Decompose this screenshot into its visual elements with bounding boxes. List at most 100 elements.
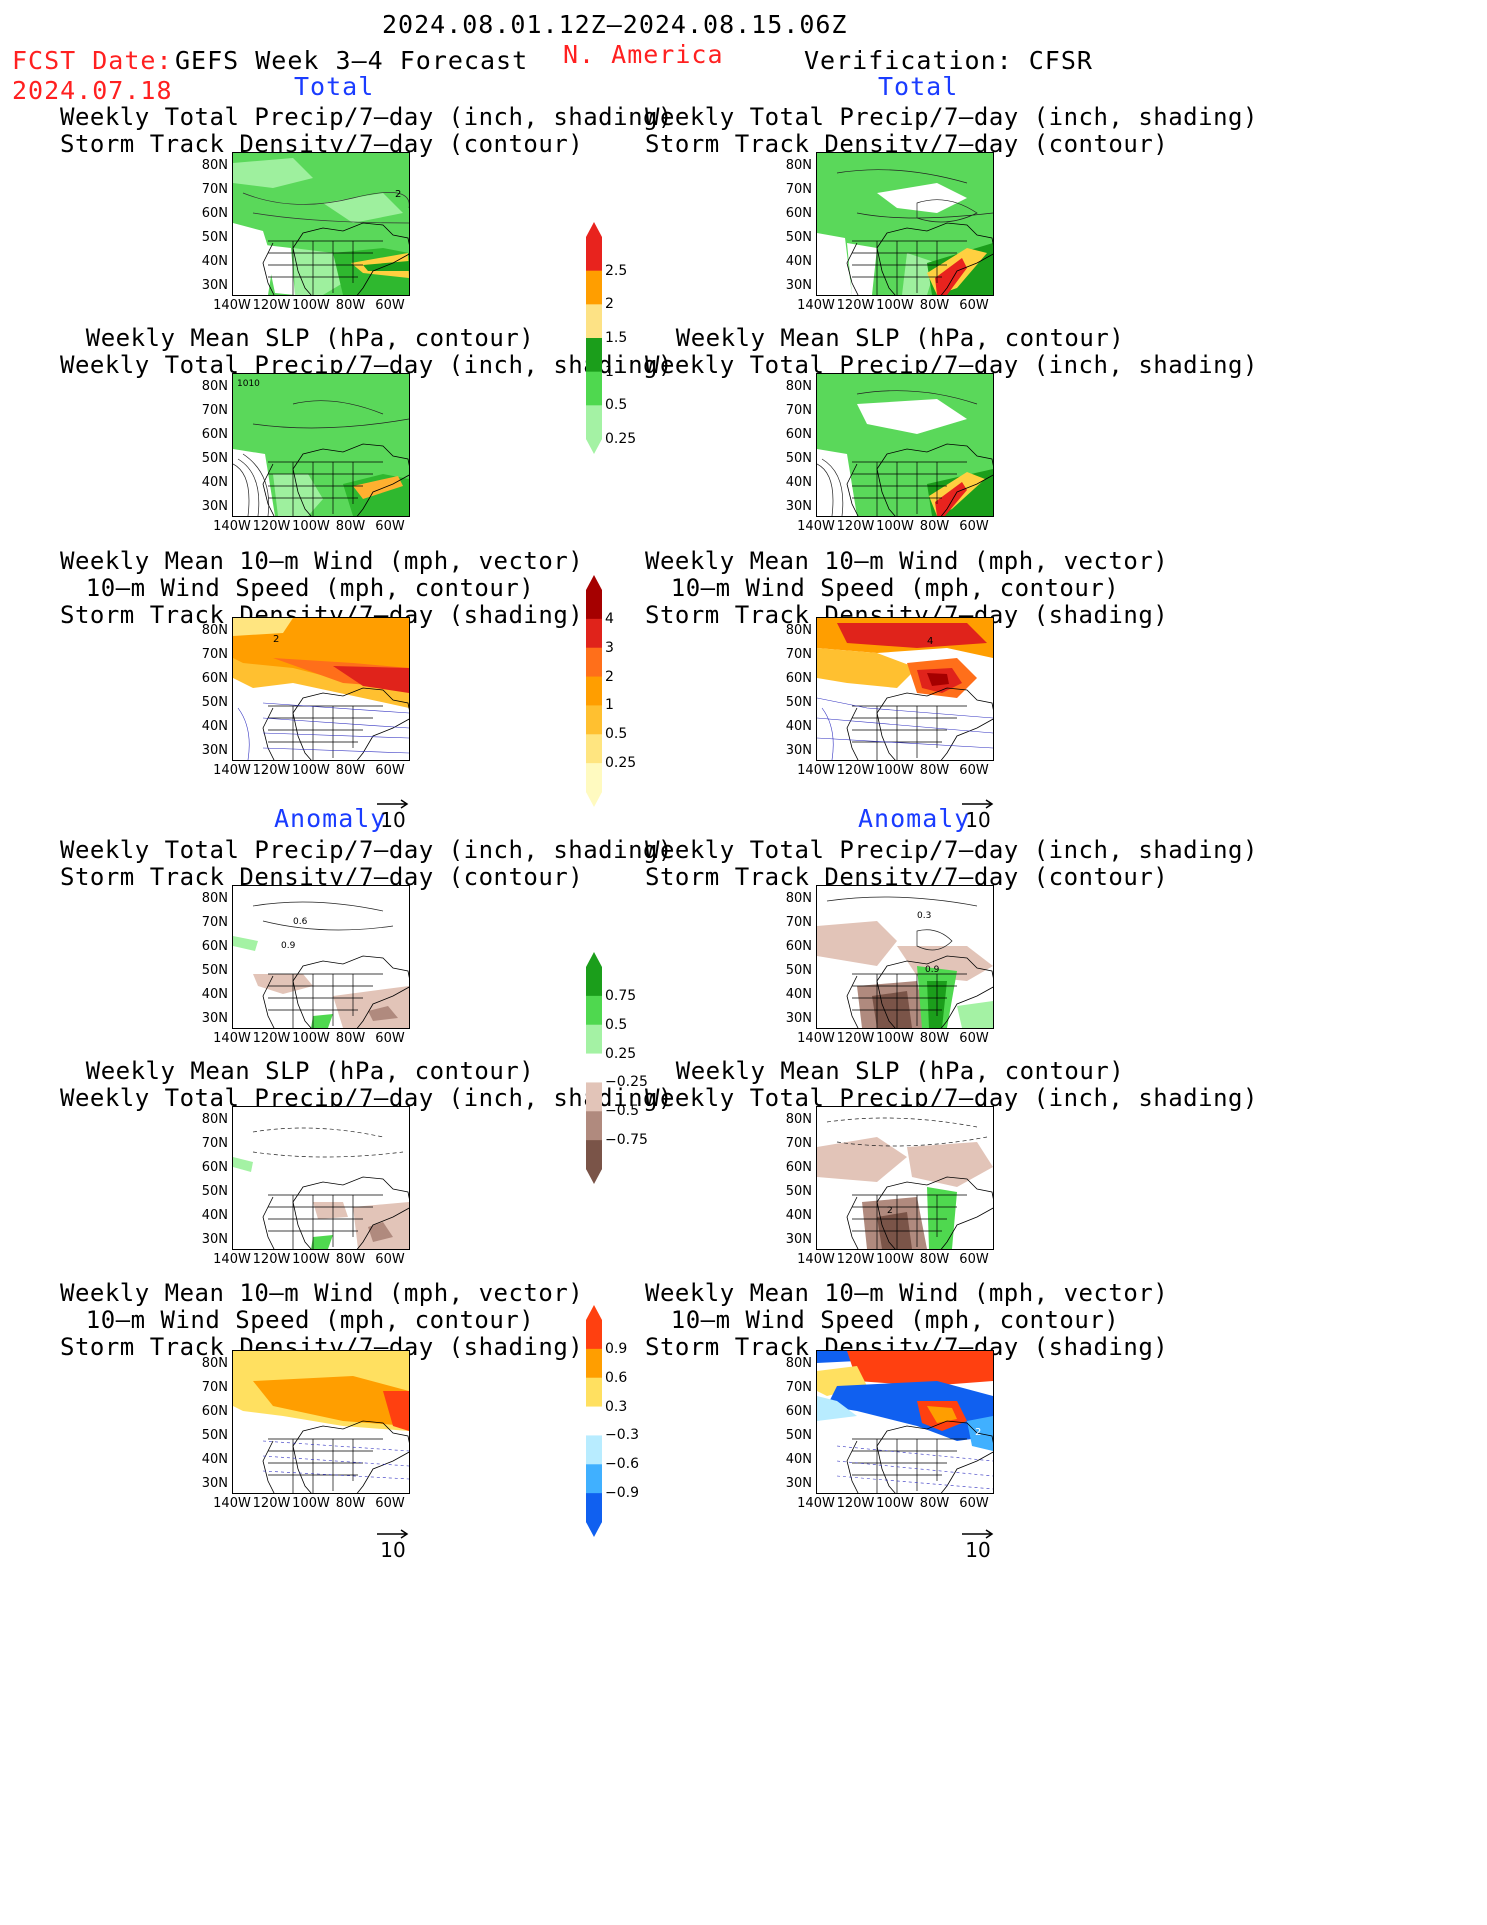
lon-tick-label: 80W xyxy=(919,519,950,534)
lon-tick-label: 140W xyxy=(213,763,251,778)
lon-tick-label: 120W xyxy=(836,1031,875,1046)
lat-tick-label: 30N xyxy=(785,278,812,293)
lat-tick-label: 80N xyxy=(785,158,812,173)
lon-tick-label: 80W xyxy=(919,298,950,313)
lat-tick-label: 80N xyxy=(201,1112,228,1127)
colorbar-label: 0.3 xyxy=(605,1398,628,1415)
lon-tick-label: 100W xyxy=(292,763,330,778)
colorbar-precip-anom: 0.75 0.5 0.25 −0.25 −0.5 −0.75 xyxy=(585,952,648,1184)
colorbar-label: 0.9 xyxy=(605,1340,628,1357)
fc-wind-anom-map xyxy=(232,1350,410,1494)
lat-tick-label: 60N xyxy=(201,1404,228,1419)
lat-tick-label: 70N xyxy=(201,915,228,930)
fc-precip-anom-title: Weekly Total Precip/7–day (inch, shading… xyxy=(60,837,672,891)
lon-tick-label: 140W xyxy=(213,1031,251,1046)
ob-wind-anom-title: Weekly Mean 10–m Wind (mph, vector) 10–m… xyxy=(645,1279,1169,1361)
lat-tick-label: 80N xyxy=(201,891,228,906)
lon-tick-label: 120W xyxy=(836,298,875,313)
colorbar-graphic xyxy=(586,575,602,807)
colorbar-label: 0.25 xyxy=(605,1045,637,1062)
forecast-model-title: GEFS Week 3–4 Forecast xyxy=(175,46,529,75)
section-anomaly-verification: Anomaly xyxy=(858,804,971,833)
fc-wind-total-title: Weekly Mean 10–m Wind (mph, vector) 10–m… xyxy=(60,548,583,629)
contour-label: 0.9 xyxy=(281,941,296,951)
lon-tick-label: 100W xyxy=(292,1031,330,1046)
lon-tick-label: 140W xyxy=(797,519,835,534)
colorbar-cap-top xyxy=(586,222,602,237)
lat-tick-label: 30N xyxy=(201,499,228,514)
title-line: Weekly Total Precip/7–day (inch, shading… xyxy=(645,103,1258,131)
title-line: Weekly Mean 10–m Wind (mph, vector) xyxy=(60,1279,584,1307)
colorbar-storm-anom: 0.9 0.6 0.3 −0.3 −0.6 −0.9 xyxy=(585,1305,639,1537)
lat-tick-label: 70N xyxy=(785,915,812,930)
ob-wind-total-title: Weekly Mean 10–m Wind (mph, vector) 10–m… xyxy=(645,548,1168,629)
lon-tick-label: 80W xyxy=(919,1252,950,1267)
colorbar-swatch xyxy=(586,1406,602,1436)
vector-ref-label: 10 xyxy=(965,1538,991,1562)
lat-tick-label: 40N xyxy=(785,1452,812,1467)
fc-precip-total-map: 2 xyxy=(232,152,410,296)
colorbar-label: 0.5 xyxy=(605,1016,628,1033)
contour-label: 1010 xyxy=(237,379,260,389)
title-line: 10–m Wind Speed (mph, contour) xyxy=(670,1306,1120,1334)
colorbar-swatch xyxy=(586,1320,602,1350)
lon-tick-label: 60W xyxy=(375,1031,405,1046)
colorbar-swatch xyxy=(586,967,602,997)
colorbar-label: −0.6 xyxy=(605,1456,639,1473)
lon-tick-label: 140W xyxy=(213,519,251,534)
colorbar-label: −0.75 xyxy=(605,1132,648,1149)
title-line: Weekly Mean SLP (hPa, contour) xyxy=(85,324,535,352)
lat-tick-label: 60N xyxy=(785,1404,812,1419)
lat-tick-label: 70N xyxy=(201,182,228,197)
lat-tick-label: 50N xyxy=(201,963,228,978)
ob-wind-total-map: 4 xyxy=(816,617,994,761)
lon-tick-label: 100W xyxy=(292,1496,330,1511)
lon-tick-label: 80W xyxy=(335,1031,366,1046)
colorbar-cap-bottom xyxy=(586,1522,602,1537)
vector-ref-label: 10 xyxy=(965,808,991,832)
colorbar-label: 3 xyxy=(605,639,614,656)
lat-tick-label: 80N xyxy=(201,1356,228,1371)
title-line: Weekly Total Precip/7–day (inch, shading… xyxy=(645,836,1258,864)
lat-tick-label: 30N xyxy=(785,743,812,758)
lat-tick-label: 60N xyxy=(785,671,812,686)
colorbar-cap-top xyxy=(586,952,602,967)
lat-tick-label: 70N xyxy=(785,182,812,197)
colorbar-swatch xyxy=(586,270,602,305)
lat-tick-label: 50N xyxy=(785,230,812,245)
lon-tick-label: 80W xyxy=(335,1252,366,1267)
lon-tick-label: 60W xyxy=(375,763,405,778)
colorbar-swatch xyxy=(586,1053,602,1083)
colorbar-swatch xyxy=(586,371,602,406)
vector-reference: 10 xyxy=(958,1520,998,1562)
colorbar-label: 2.5 xyxy=(605,262,628,279)
lat-tick-label: 30N xyxy=(785,1232,812,1247)
lat-tick-label: 60N xyxy=(201,427,228,442)
lon-tick-label: 100W xyxy=(876,298,914,313)
lon-tick-label: 80W xyxy=(335,1496,366,1511)
colorbar-label: 0.75 xyxy=(605,987,637,1004)
lon-tick-label: 120W xyxy=(252,1031,291,1046)
colorbar-swatch xyxy=(586,995,602,1026)
lat-tick-label: 40N xyxy=(201,1208,228,1223)
lon-tick-label: 140W xyxy=(797,763,835,778)
vector-ref-label: 10 xyxy=(380,808,406,832)
lat-tick-label: 40N xyxy=(201,719,228,734)
colorbar-swatch xyxy=(586,1111,602,1141)
section-anomaly-forecast: Anomaly xyxy=(274,804,387,833)
lat-tick-label: 80N xyxy=(785,1112,812,1127)
lon-tick-label: 120W xyxy=(836,1496,875,1511)
colorbar-swatch xyxy=(586,338,602,373)
colorbar-swatch xyxy=(586,734,602,764)
lon-tick-label: 60W xyxy=(959,1031,989,1046)
lon-tick-label: 140W xyxy=(797,1496,835,1511)
date-range-title: 2024.08.01.12Z–2024.08.15.06Z xyxy=(382,10,848,39)
colorbar-graphic xyxy=(586,952,602,1184)
contour-label: 2 xyxy=(975,1427,981,1438)
lat-tick-label: 60N xyxy=(785,939,812,954)
title-line: 10–m Wind Speed (mph, contour) xyxy=(670,574,1120,602)
contour-label: 2 xyxy=(273,634,279,645)
title-line: Weekly Mean 10–m Wind (mph, vector) xyxy=(645,1279,1169,1307)
lon-tick-label: 140W xyxy=(797,298,835,313)
ob-wind-anom-map: 2 xyxy=(816,1350,994,1494)
